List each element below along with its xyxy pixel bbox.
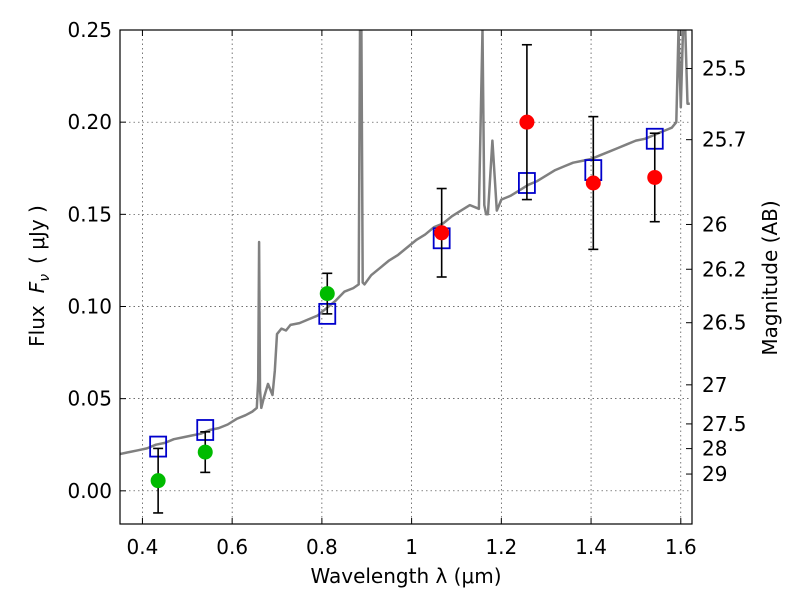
y-tick-label: 0.25 xyxy=(67,18,112,42)
magnitude-tick-label: 27.5 xyxy=(702,412,747,436)
tick-layer: 0.4 0.6 0.8 1 1.2 1.4 1.6 0.00 0.05 0.10 0.15 0.20 0… xyxy=(67,18,746,559)
optical-photometry-point xyxy=(150,473,166,489)
x-tick-label: 1.4 xyxy=(575,535,607,559)
grid-layer xyxy=(120,29,692,524)
marker-layer xyxy=(149,43,664,514)
x-tick-label: 0.4 xyxy=(127,535,159,559)
y-tick-label: 0.20 xyxy=(67,110,112,134)
magnitude-tick-label: 25.7 xyxy=(702,128,747,152)
x-tick-label: 1.2 xyxy=(485,535,517,559)
spectrum-line xyxy=(120,30,690,456)
nir-photometry-point xyxy=(434,225,450,241)
y-tick-label: 0.00 xyxy=(67,479,112,503)
x-tick-label: 0.8 xyxy=(306,535,338,559)
x-tick-label: 1 xyxy=(405,535,418,559)
x-tick-label: 1.6 xyxy=(665,535,697,559)
y-axis-title: Flux Fν ( μJy ) xyxy=(25,205,53,347)
x-axis-title: Wavelength λ (μm) xyxy=(310,564,501,588)
optical-photometry-point xyxy=(319,286,335,302)
magnitude-tick-label: 29 xyxy=(702,462,727,486)
y-tick-label: 0.05 xyxy=(67,387,112,411)
y-axis-title-symbol: F xyxy=(25,281,49,293)
nir-photometry-point xyxy=(647,169,663,185)
y-axis-title-subscript: ν xyxy=(37,274,53,282)
magnitude-tick-label: 28 xyxy=(702,437,727,461)
x-tick-label: 0.6 xyxy=(216,535,248,559)
magnitude-tick-label: 26.2 xyxy=(702,257,747,281)
y-axis-title-unit: ( μJy ) xyxy=(25,205,49,264)
magnitude-tick-label: 27 xyxy=(702,373,727,397)
y-tick-label: 0.15 xyxy=(67,202,112,226)
y2-axis-title: Magnitude (AB) xyxy=(758,200,782,355)
y-axis-title-prefix: Flux xyxy=(25,305,49,347)
nir-photometry-point xyxy=(585,175,601,191)
magnitude-tick-label: 26.5 xyxy=(702,311,747,335)
spectrum-layer xyxy=(120,30,690,456)
magnitude-tick-label: 25.5 xyxy=(702,57,747,81)
plot-frame xyxy=(119,29,693,525)
nir-photometry-point xyxy=(519,114,535,130)
magnitude-tick-label: 26 xyxy=(702,212,727,236)
y-tick-label: 0.10 xyxy=(67,294,112,318)
optical-photometry-point xyxy=(197,444,213,460)
